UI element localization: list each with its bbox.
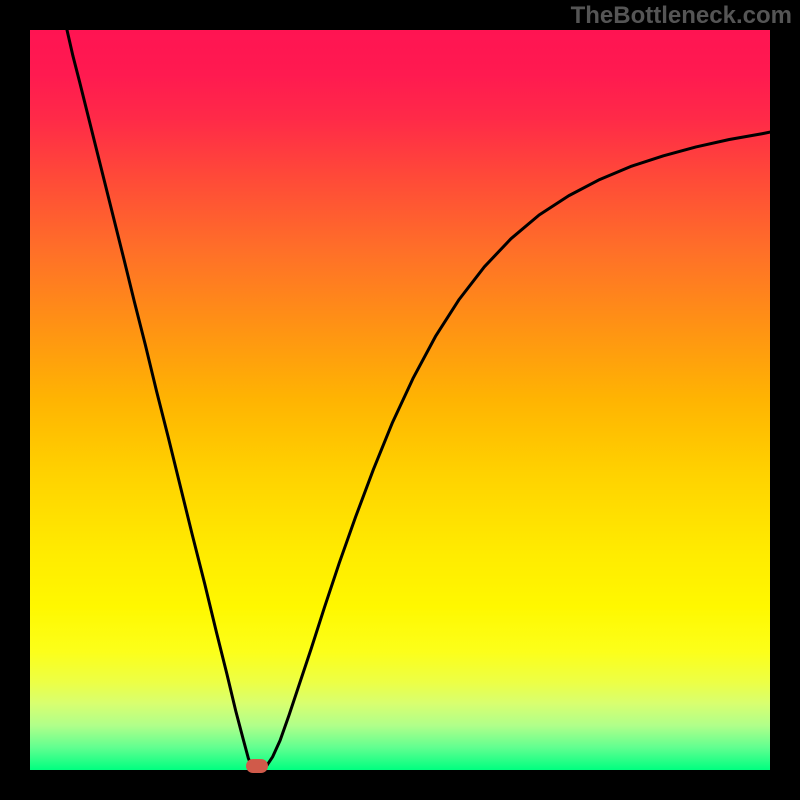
plot-area	[30, 30, 770, 770]
chart-frame: TheBottleneck.com	[0, 0, 800, 800]
watermark-text: TheBottleneck.com	[571, 2, 792, 30]
bottleneck-curve	[30, 30, 770, 770]
optimum-marker	[246, 759, 268, 773]
